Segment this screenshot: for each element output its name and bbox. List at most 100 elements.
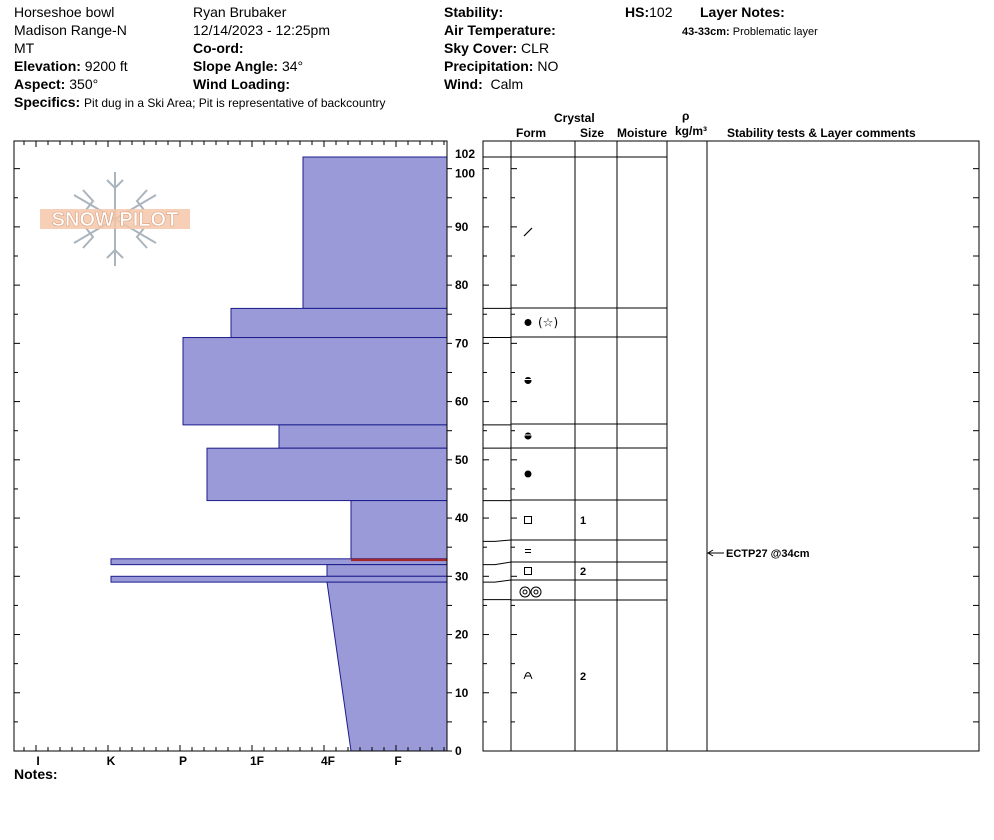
layer-table-frame xyxy=(482,140,980,752)
hardness-axis-labels: I K P 1F 4F F xyxy=(36,754,401,768)
wind: Wind: Calm xyxy=(444,76,523,92)
height-label: 80 xyxy=(455,278,469,292)
rho-header: ρ xyxy=(682,109,690,123)
slope-value: 34° xyxy=(281,58,304,74)
precip-value: NO xyxy=(537,58,559,74)
hardness-bar xyxy=(302,156,448,309)
hardness-label: P xyxy=(179,754,187,768)
state: MT xyxy=(14,40,35,56)
elevation: Elevation: 9200 ft xyxy=(14,58,128,74)
melt-forms-icon-inner xyxy=(522,589,528,595)
hardness-bar xyxy=(350,500,448,560)
hardness-bar xyxy=(110,575,448,583)
aspect-label: Aspect: xyxy=(14,76,66,92)
hardness-label: K xyxy=(107,754,116,768)
stability-tests: ECTP27 @34cm xyxy=(707,548,810,560)
height-label: 40 xyxy=(455,511,469,525)
logo-text: SNOW PILOT xyxy=(52,209,179,231)
hardness-bar xyxy=(230,307,448,339)
elevation-label: Elevation: xyxy=(14,58,81,74)
layer-note: 43-33cm: Problematic layer xyxy=(682,24,818,40)
form-header: Form xyxy=(516,126,546,140)
precip-label: Precipitation: xyxy=(444,58,534,74)
crystal-header: Crystal xyxy=(554,111,595,125)
hs-value: 102 xyxy=(649,4,673,20)
stability-label: Stability: xyxy=(444,4,504,20)
hardness-bar xyxy=(278,424,448,449)
height-label: 60 xyxy=(455,395,469,409)
hardness-bar xyxy=(182,337,448,426)
hardness-bars xyxy=(110,156,448,752)
coord-label: Co-ord: xyxy=(193,40,244,56)
sky-value: CLR xyxy=(521,40,550,56)
hardness-label: I xyxy=(36,754,39,768)
sky-label: Sky Cover: xyxy=(444,40,518,56)
height-axis-labels: 0 10 20 30 40 50 60 70 80 90 100 102 xyxy=(455,147,475,758)
layer-note-text: Problematic layer xyxy=(732,26,818,38)
grain-form-symbols: (☆) 1 2 2 xyxy=(519,227,586,683)
specifics: Specifics: Pit dug in a Ski Area; Pit is… xyxy=(14,94,386,111)
moisture-header: Moisture xyxy=(617,126,668,140)
hs: HS:102 xyxy=(625,4,672,20)
height-label: 100 xyxy=(455,167,475,181)
sky-cover: Sky Cover: CLR xyxy=(444,40,549,56)
precipitation-particles-icon: (☆) xyxy=(538,316,558,330)
location-name: Horseshoe bowl xyxy=(14,4,115,20)
height-label: 102 xyxy=(455,147,475,161)
faceted-crystals-icon xyxy=(524,567,532,575)
decomposing-fragments-icon xyxy=(523,227,533,237)
elevation-value: 9200 ft xyxy=(84,58,128,74)
layer-connector xyxy=(483,579,512,583)
aspect-value: 350° xyxy=(69,76,99,92)
faceted-crystals-icon xyxy=(524,516,532,524)
height-label: 70 xyxy=(455,336,469,350)
stability-tests-header: Stability tests & Layer comments xyxy=(727,126,916,140)
hardness-bar xyxy=(326,564,448,577)
stability-test-arrowhead xyxy=(707,549,714,557)
specifics-value: Pit dug in a Ski Area; Pit is representa… xyxy=(84,96,386,110)
height-label: 0 xyxy=(455,744,462,758)
observer: Ryan Brubaker xyxy=(193,4,287,20)
profile-ticks xyxy=(14,141,979,752)
size-header: Size xyxy=(580,126,605,140)
snowpilot-logo: SNOW PILOT xyxy=(40,172,190,266)
height-label: 10 xyxy=(455,686,469,700)
melt-forms-icon-b xyxy=(530,586,542,598)
height-label: 90 xyxy=(455,220,469,234)
layer-connector xyxy=(483,561,512,566)
hardness-label: 1F xyxy=(250,754,264,768)
rounded-grains-icon xyxy=(524,470,532,478)
hardness-label: F xyxy=(394,754,401,768)
table-column-lines xyxy=(510,141,708,751)
hardness-bar xyxy=(326,581,448,752)
notes-label: Notes: xyxy=(14,766,58,782)
faceted-rounded-icon xyxy=(524,432,532,440)
observation-datetime: 12/14/2023 - 12:25pm xyxy=(193,22,330,38)
layer-notes-label: Layer Notes: xyxy=(700,4,785,20)
faceted-rounded-icon xyxy=(524,377,532,384)
grain-size-label: 1 xyxy=(580,515,586,527)
layer-note-range: 43-33cm: xyxy=(682,26,730,38)
height-label: 50 xyxy=(455,453,469,467)
height-label: 30 xyxy=(455,569,469,583)
melt-forms-icon-b-inner xyxy=(533,589,539,595)
profile-frame xyxy=(13,140,448,752)
wind-label: Wind: xyxy=(444,76,483,92)
rounded-grains-icon xyxy=(524,319,532,326)
depth-hoar-icon xyxy=(523,672,533,680)
mountain-range: Madison Range-N xyxy=(14,22,127,38)
hs-label: HS: xyxy=(625,4,650,20)
density-unit-header: kg/m³ xyxy=(675,124,708,138)
height-label: 20 xyxy=(455,628,469,642)
air-temperature-label: Air Temperature: xyxy=(444,22,556,38)
aspect: Aspect: 350° xyxy=(14,76,98,92)
precipitation: Precipitation: NO xyxy=(444,58,558,74)
wind-value: Calm xyxy=(490,76,524,92)
melt-forms-icon xyxy=(519,586,531,598)
grain-size-label: 2 xyxy=(580,671,586,683)
hardness-label: 4F xyxy=(321,754,335,768)
hardness-bar xyxy=(206,447,448,502)
slope-label: Slope Angle: xyxy=(193,58,279,74)
layer-connector xyxy=(483,539,512,542)
